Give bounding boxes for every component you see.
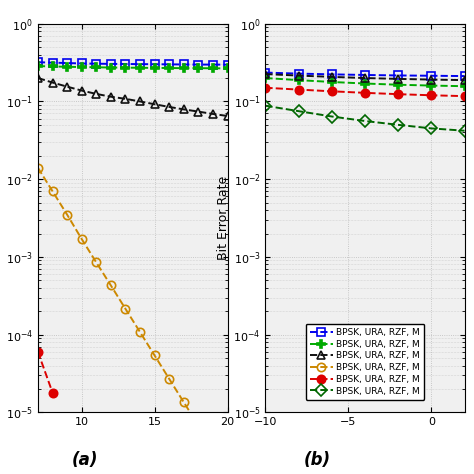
BPSK, URA, RZF, M (296, 71, 301, 76)
BPSK, URA, RZF, M (428, 126, 434, 131)
Line: BPSK, URA, RZF, M: BPSK, URA, RZF, M (261, 101, 469, 135)
BPSK, URA, RZF, M (296, 87, 301, 92)
BPSK, URA, RZF, M (263, 70, 268, 75)
BPSK, URA, RZF, M (296, 73, 301, 78)
Y-axis label: Bit Error Rate: Bit Error Rate (218, 176, 230, 260)
BPSK, URA, RZF, M (462, 73, 467, 79)
BPSK, URA, RZF, M (362, 90, 368, 96)
Line: BPSK, URA, RZF, M: BPSK, URA, RZF, M (261, 68, 469, 80)
BPSK, URA, RZF, M (263, 103, 268, 109)
BPSK, URA, RZF, M (329, 79, 335, 85)
BPSK, URA, RZF, M (362, 81, 368, 86)
BPSK, URA, RZF, M (395, 91, 401, 97)
BPSK, URA, RZF, M (296, 77, 301, 83)
BPSK, URA, RZF, M (329, 114, 335, 119)
BPSK, URA, RZF, M (263, 75, 268, 81)
BPSK, URA, RZF, M (428, 77, 434, 82)
BPSK, URA, RZF, M (263, 71, 268, 77)
BPSK, URA, RZF, M (395, 76, 401, 82)
BPSK, URA, RZF, M (462, 128, 467, 134)
BPSK, URA, RZF, M (362, 75, 368, 81)
BPSK, URA, RZF, M (462, 77, 467, 83)
BPSK, URA, RZF, M (329, 74, 335, 80)
Legend: BPSK, URA, RZF, M, BPSK, URA, RZF, M, BPSK, URA, RZF, M, BPSK, URA, RZF, M, BPSK: BPSK, URA, RZF, M, BPSK, URA, RZF, M, BP… (306, 324, 424, 400)
BPSK, URA, RZF, M (329, 89, 335, 94)
Text: (b): (b) (304, 450, 331, 468)
BPSK, URA, RZF, M (395, 73, 401, 78)
BPSK, URA, RZF, M (428, 73, 434, 79)
BPSK, URA, RZF, M (329, 72, 335, 77)
BPSK, URA, RZF, M (428, 92, 434, 98)
BPSK, URA, RZF, M (395, 122, 401, 128)
BPSK, URA, RZF, M (296, 108, 301, 114)
BPSK, URA, RZF, M (263, 85, 268, 91)
BPSK, URA, RZF, M (362, 72, 368, 78)
Text: (a): (a) (72, 450, 99, 468)
Line: BPSK, URA, RZF, M: BPSK, URA, RZF, M (261, 83, 469, 100)
Line: BPSK, URA, RZF, M: BPSK, URA, RZF, M (261, 70, 469, 84)
BPSK, URA, RZF, M (462, 83, 467, 89)
BPSK, URA, RZF, M (395, 82, 401, 88)
Line: BPSK, URA, RZF, M: BPSK, URA, RZF, M (261, 74, 469, 91)
BPSK, URA, RZF, M (462, 93, 467, 99)
BPSK, URA, RZF, M (428, 83, 434, 89)
BPSK, URA, RZF, M (362, 118, 368, 124)
